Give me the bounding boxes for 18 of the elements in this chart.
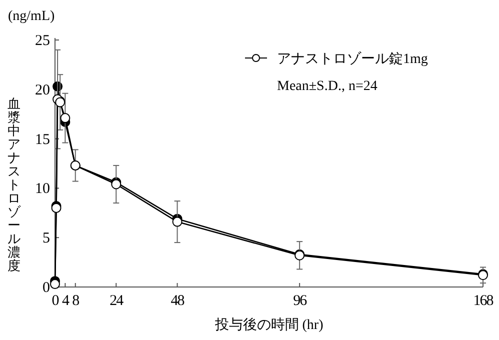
legend-label: アナストロゾール錠1mg [277,51,428,67]
y-tick-label: 0 [42,280,50,296]
y-tick-label: 25 [35,33,50,49]
x-tick-label: 96 [293,293,308,309]
legend: アナストロゾール錠1mg Mean±S.D., n=24 [244,52,428,94]
x-tick-label: 168 [473,293,494,309]
x-axis-title: 投与後の時間 (hr) [214,317,324,333]
x-tick-label: 48 [170,293,184,309]
y-tick-label: 5 [42,230,50,247]
y-tick-label: 15 [35,132,50,148]
text: (ng/mL) [8,9,55,24]
x-tick-label: 24 [110,293,124,309]
text: 血漿中アナストロゾール濃度 [8,96,20,273]
x-tick-label: 8 [72,293,80,309]
x-tick-label: 4 [62,293,70,309]
annotation: Mean±S.D., n=24 [277,79,378,94]
y-tick-label: 20 [35,82,50,98]
y-tick-label: 10 [35,181,50,198]
